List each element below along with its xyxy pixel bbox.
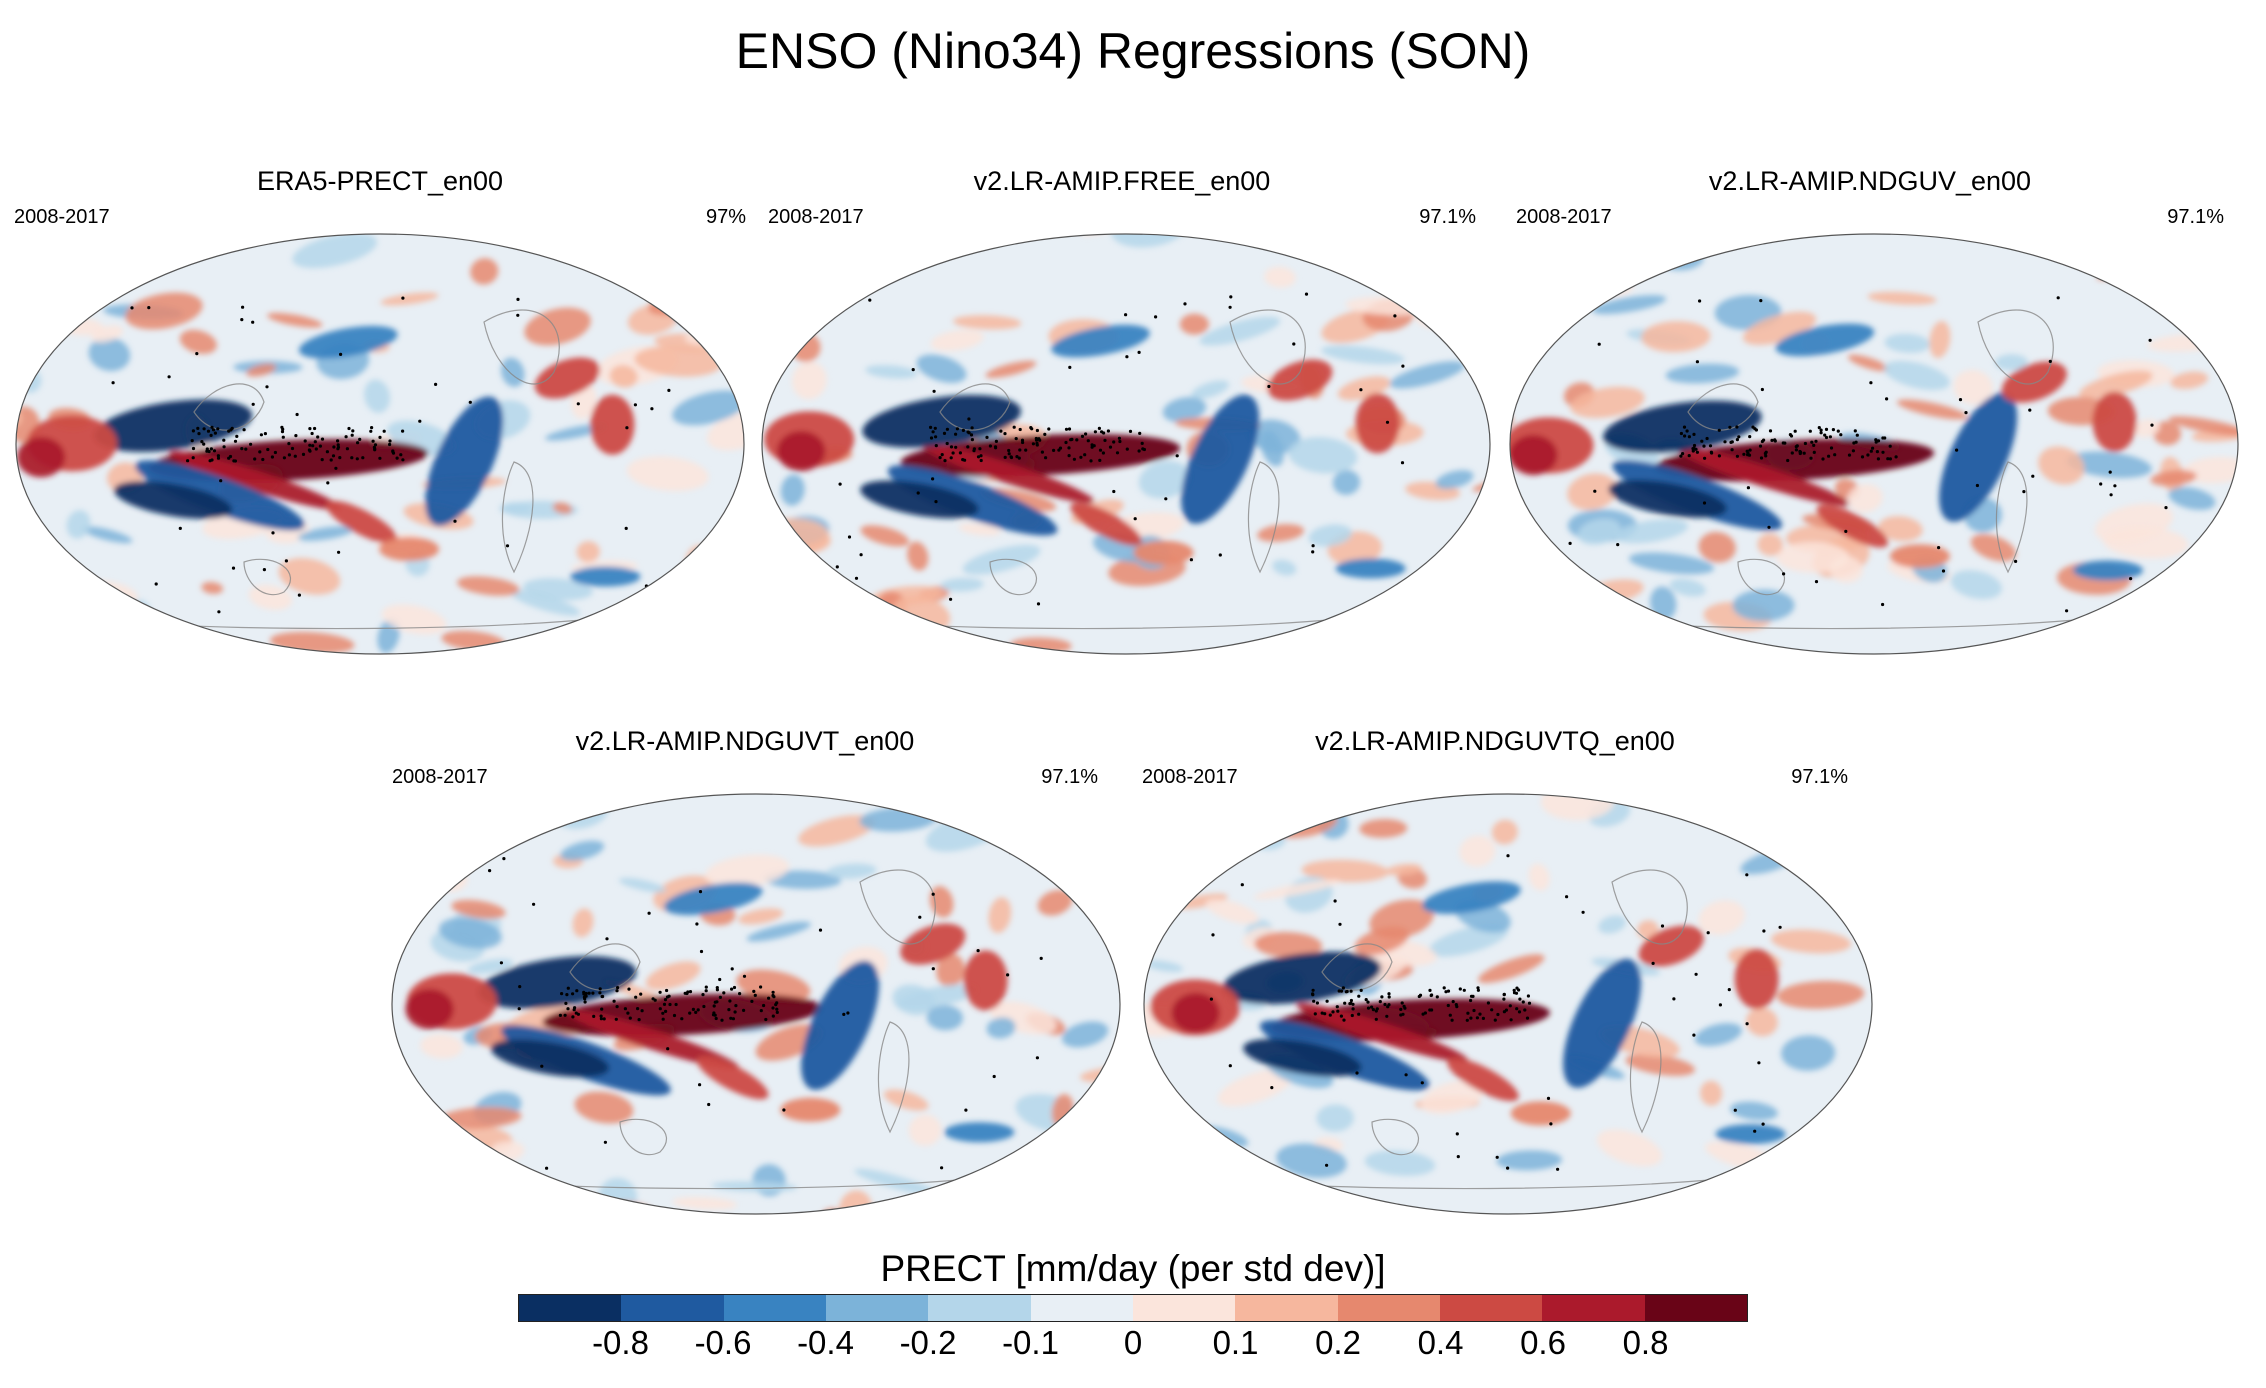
colorbar-title: PRECT [mm/day (per std dev)]: [880, 1248, 1386, 1289]
colorbar-swatch: [1644, 1295, 1747, 1321]
colorbar-swatch: [825, 1295, 929, 1321]
panel-years: 2008-2017: [392, 766, 488, 788]
colorbar-tick-label: 0: [1123, 1324, 1143, 1361]
map-panel-ndguv: v2.LR-AMIP.NDGUV_en00 2008-2017 97.1%: [1509, 166, 2239, 666]
colorbar: [518, 1294, 1748, 1322]
panel-title: v2.LR-AMIP.NDGUV_en00: [1708, 166, 2032, 196]
colorbar-tick-label: 0.4: [1417, 1324, 1464, 1361]
figure-title: ENSO (Nino34) Regressions (SON): [735, 23, 1531, 79]
panel-percent: 97.1%: [2167, 206, 2224, 228]
map-field: [762, 234, 1490, 654]
regression-map: [1143, 793, 1873, 1215]
colorbar-swatch: [621, 1295, 724, 1321]
colorbar-swatch: [1439, 1295, 1543, 1321]
map-panel-era5: ERA5-PRECT_en00 2008-2017 97%: [14, 166, 746, 666]
panel-percent: 97.1%: [1419, 206, 1476, 228]
panel-title: v2.LR-AMIP.NDGUVT_en00: [575, 726, 915, 756]
colorbar-tick-label: 0.8: [1622, 1324, 1669, 1361]
regression-map: [15, 233, 745, 655]
map-panel-free: v2.LR-AMIP.FREE_en00 2008-2017 97.1%: [761, 166, 1491, 666]
colorbar-tick-label: -0.6: [694, 1324, 752, 1361]
panel-years: 2008-2017: [1142, 766, 1238, 788]
panel-percent: 97.1%: [1041, 766, 1098, 788]
panel-years: 2008-2017: [14, 206, 110, 228]
panel-percent: 97%: [705, 206, 746, 228]
map-panel-ndguvt: v2.LR-AMIP.NDGUVT_en00 2008-2017 97.1%: [391, 726, 1121, 1226]
colorbar-tick-label: -0.4: [797, 1324, 854, 1361]
map-panel-ndguvtq: v2.LR-AMIP.NDGUVTQ_en00 2008-2017 97.1%: [1142, 726, 1873, 1226]
map-field: [16, 234, 744, 654]
panel-title: ERA5-PRECT_en00: [256, 166, 504, 196]
colorbar-swatch: [1542, 1295, 1645, 1321]
significance-stippling: [111, 296, 671, 614]
colorbar-swatch: [1235, 1295, 1338, 1321]
colorbar-swatch: [928, 1295, 1031, 1321]
colorbar-tick-label: -0.1: [1002, 1324, 1059, 1361]
significance-stippling: [1568, 296, 2168, 613]
map-field: [1510, 234, 2238, 654]
regression-map: [391, 793, 1121, 1215]
panel-title: v2.LR-AMIP.NDGUVTQ_en00: [1315, 726, 1675, 756]
colorbar-swatch: [1337, 1295, 1440, 1321]
regression-map: [1509, 233, 2239, 655]
colorbar-tick-label: 0.2: [1315, 1324, 1361, 1361]
panel-percent: 97.1%: [1791, 766, 1848, 788]
colorbar-swatch: [1030, 1295, 1133, 1321]
colorbar-tick-label: 0.1: [1212, 1324, 1259, 1361]
significance-stippling: [1209, 852, 1782, 1171]
colorbar-swatch: [1132, 1295, 1236, 1321]
significance-stippling: [835, 292, 1412, 606]
colorbar-tick-label: -0.8: [592, 1324, 649, 1361]
panel-years: 2008-2017: [1516, 206, 1612, 228]
map-field: [1144, 794, 1872, 1214]
colorbar-swatch: [723, 1295, 826, 1321]
colorbar-tick-label: -0.2: [899, 1324, 957, 1361]
map-field: [392, 794, 1120, 1214]
regression-map: [761, 233, 1491, 655]
panel-title: v2.LR-AMIP.FREE_en00: [973, 166, 1271, 196]
colorbar-swatch: [519, 1295, 622, 1321]
panel-years: 2008-2017: [768, 206, 864, 228]
colorbar-tick-label: 0.6: [1520, 1324, 1566, 1361]
